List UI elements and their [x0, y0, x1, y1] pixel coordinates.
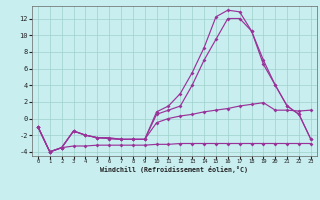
X-axis label: Windchill (Refroidissement éolien,°C): Windchill (Refroidissement éolien,°C) — [100, 166, 248, 173]
